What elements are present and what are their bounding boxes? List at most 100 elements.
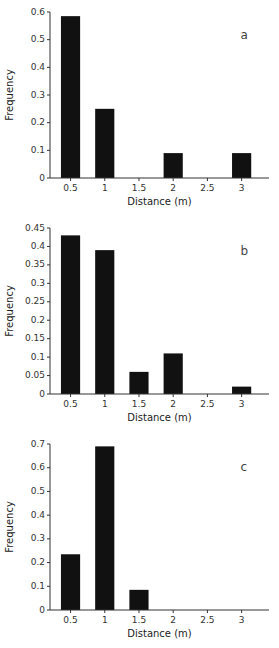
y-tick [47, 39, 50, 40]
bar [232, 387, 251, 394]
x-tick-label: 1.5 [132, 615, 146, 625]
y-tick [47, 178, 50, 179]
x-tick [70, 394, 71, 397]
y-tick-label: 0 [39, 173, 45, 183]
y-tick [47, 586, 50, 587]
x-tick [207, 178, 208, 181]
x-tick [241, 610, 242, 613]
y-tick-label: 0.3 [31, 90, 45, 100]
x-tick-label: 2 [170, 399, 176, 409]
panel: 00.10.20.30.40.50.60.511.522.53Distance … [4, 7, 269, 208]
panel-label: a [241, 28, 248, 42]
x-axis-line [50, 610, 269, 611]
bars [61, 235, 251, 394]
x-tick [104, 178, 105, 181]
y-tick-label: 0 [39, 389, 45, 399]
x-tick-label: 0.5 [63, 183, 77, 193]
y-tick [47, 301, 50, 302]
bar [95, 250, 114, 394]
y-tick-label: 0.1 [31, 581, 45, 591]
panel-label: c [241, 460, 248, 474]
x-axis-label: Distance (m) [127, 628, 192, 639]
y-tick [47, 357, 50, 358]
x-tick [207, 394, 208, 397]
y-tick [47, 320, 50, 321]
y-tick [47, 491, 50, 492]
y-tick-label: 0.45 [25, 223, 45, 233]
bar [95, 446, 114, 610]
y-tick-label: 0.2 [31, 315, 45, 325]
x-tick [138, 178, 139, 181]
y-tick [47, 338, 50, 339]
y-tick-label: 0.25 [25, 296, 45, 306]
y-tick-label: 0.1 [31, 145, 45, 155]
x-tick-label: 1.5 [132, 399, 146, 409]
x-tick [138, 610, 139, 613]
x-tick [173, 394, 174, 397]
y-axis-line [50, 444, 51, 610]
y-tick-label: 0.7 [31, 439, 45, 449]
x-tick-label: 2 [170, 183, 176, 193]
y-tick [47, 394, 50, 395]
y-tick-label: 0.4 [31, 62, 46, 72]
x-tick [70, 610, 71, 613]
y-tick [47, 283, 50, 284]
x-tick-label: 3 [239, 183, 245, 193]
bar [61, 16, 80, 178]
x-tick-label: 1.5 [132, 183, 146, 193]
x-tick-label: 0.5 [63, 399, 77, 409]
y-axis-label: Frequency [4, 69, 15, 121]
panel: 00.10.20.30.40.50.60.70.511.522.53Distan… [4, 439, 269, 640]
x-axis-label: Distance (m) [127, 196, 192, 207]
bars [61, 16, 251, 178]
y-axis-label: Frequency [4, 501, 15, 553]
bar [61, 554, 80, 610]
y-tick-label: 0.5 [31, 34, 45, 44]
x-tick [241, 394, 242, 397]
bar [129, 372, 148, 394]
y-tick-label: 0.1 [31, 352, 45, 362]
x-tick-label: 1 [102, 615, 108, 625]
x-tick [104, 610, 105, 613]
panel: 00.050.10.150.20.250.30.350.40.450.511.5… [4, 223, 269, 424]
y-tick-label: 0.6 [31, 462, 46, 472]
bar [129, 590, 148, 610]
bar [61, 235, 80, 394]
y-tick-label: 0.4 [31, 241, 46, 251]
x-tick-label: 1 [102, 183, 108, 193]
y-tick-label: 0.5 [31, 486, 45, 496]
x-tick [173, 178, 174, 181]
y-tick-label: 0.6 [31, 7, 46, 17]
y-tick [47, 610, 50, 611]
y-tick [47, 95, 50, 96]
x-axis-label: Distance (m) [127, 412, 192, 423]
y-tick [47, 375, 50, 376]
x-tick [70, 178, 71, 181]
bar [164, 153, 183, 178]
bar [164, 353, 183, 394]
y-axis-label: Frequency [4, 285, 15, 337]
y-tick [47, 67, 50, 68]
y-tick [47, 467, 50, 468]
y-tick [47, 515, 50, 516]
x-tick [207, 610, 208, 613]
x-axis-line [50, 178, 269, 179]
y-tick-label: 0.35 [25, 259, 45, 269]
x-tick-label: 2.5 [200, 615, 214, 625]
bars [61, 446, 149, 610]
bar [95, 109, 114, 178]
x-axis-line [50, 394, 269, 395]
y-tick [47, 122, 50, 123]
x-tick [104, 394, 105, 397]
y-tick [47, 246, 50, 247]
y-tick [47, 264, 50, 265]
y-tick-label: 0.3 [31, 533, 45, 543]
y-tick-label: 0.05 [25, 370, 45, 380]
y-tick-label: 0.2 [31, 557, 45, 567]
x-tick-label: 2.5 [200, 399, 214, 409]
y-tick [47, 538, 50, 539]
y-tick [47, 12, 50, 13]
x-tick [173, 610, 174, 613]
figure: 0 0.1 0.2 0.3 0.4 0.5 0.6 0.5 1 1.5 2 2.5 3 Distance … [0, 0, 279, 648]
y-tick-label: 0 [39, 605, 45, 615]
